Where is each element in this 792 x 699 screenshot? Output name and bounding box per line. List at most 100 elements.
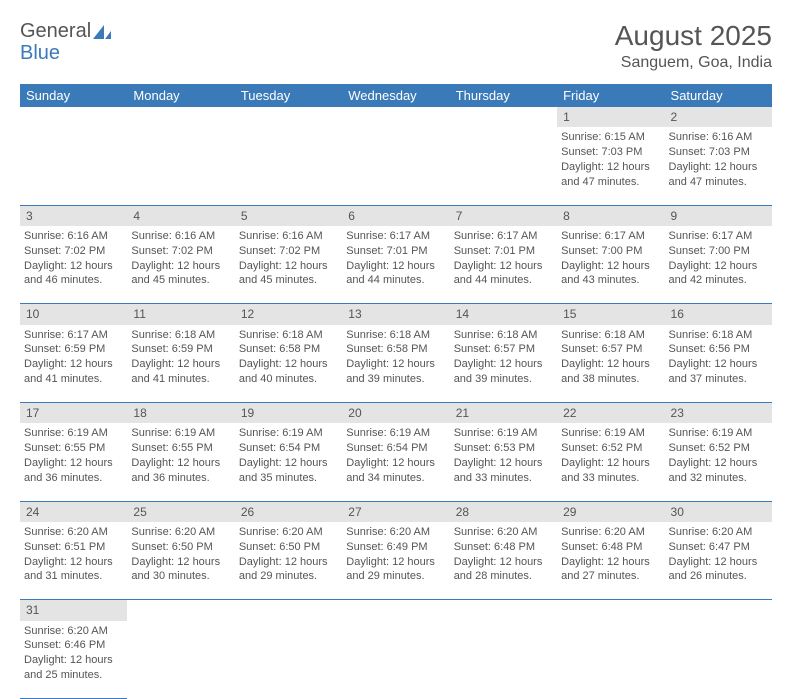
daylight-text: Daylight: 12 hours	[239, 456, 338, 471]
day-number-cell: 18	[127, 403, 234, 424]
sunrise-text: Sunrise: 6:20 AM	[454, 525, 553, 540]
daylight-text: and 25 minutes.	[24, 668, 123, 683]
sunrise-text: Sunrise: 6:17 AM	[669, 229, 768, 244]
daylight-text: and 45 minutes.	[239, 273, 338, 288]
day-number-cell: 16	[665, 304, 772, 325]
month-title: August 2025	[615, 20, 772, 52]
sunset-text: Sunset: 6:59 PM	[24, 342, 123, 357]
daylight-text: Daylight: 12 hours	[131, 357, 230, 372]
day-cell: Sunrise: 6:19 AMSunset: 6:52 PMDaylight:…	[665, 423, 772, 501]
daylight-text: Daylight: 12 hours	[346, 555, 445, 570]
day-cell	[20, 127, 127, 205]
sunset-text: Sunset: 6:55 PM	[24, 441, 123, 456]
sunrise-text: Sunrise: 6:20 AM	[561, 525, 660, 540]
day-cell: Sunrise: 6:16 AMSunset: 7:02 PMDaylight:…	[127, 226, 234, 304]
day-cell: Sunrise: 6:18 AMSunset: 6:58 PMDaylight:…	[342, 325, 449, 403]
weekday-header: Sunday	[20, 84, 127, 107]
sunset-text: Sunset: 6:48 PM	[561, 540, 660, 555]
day-cell	[342, 621, 449, 699]
daylight-text: Daylight: 12 hours	[561, 357, 660, 372]
day-number-cell	[665, 600, 772, 621]
day-number-row: 24252627282930	[20, 501, 772, 522]
logo-text-general: General	[20, 20, 91, 43]
weekday-header: Tuesday	[235, 84, 342, 107]
day-cell: Sunrise: 6:19 AMSunset: 6:55 PMDaylight:…	[127, 423, 234, 501]
daylight-text: and 42 minutes.	[669, 273, 768, 288]
daylight-text: and 44 minutes.	[346, 273, 445, 288]
daylight-text: Daylight: 12 hours	[239, 357, 338, 372]
daylight-text: Daylight: 12 hours	[346, 259, 445, 274]
daylight-text: Daylight: 12 hours	[24, 653, 123, 668]
day-cell	[665, 621, 772, 699]
day-cell	[127, 127, 234, 205]
sunset-text: Sunset: 6:53 PM	[454, 441, 553, 456]
day-cell	[450, 127, 557, 205]
daylight-text: and 45 minutes.	[131, 273, 230, 288]
sail-icon	[93, 25, 111, 39]
day-cell: Sunrise: 6:20 AMSunset: 6:46 PMDaylight:…	[20, 621, 127, 699]
weekday-header: Friday	[557, 84, 664, 107]
day-cell: Sunrise: 6:18 AMSunset: 6:57 PMDaylight:…	[557, 325, 664, 403]
daylight-text: and 47 minutes.	[561, 175, 660, 190]
day-cell: Sunrise: 6:20 AMSunset: 6:51 PMDaylight:…	[20, 522, 127, 600]
day-cell: Sunrise: 6:18 AMSunset: 6:57 PMDaylight:…	[450, 325, 557, 403]
daylight-text: Daylight: 12 hours	[669, 357, 768, 372]
daylight-text: Daylight: 12 hours	[24, 259, 123, 274]
day-content-row: Sunrise: 6:15 AMSunset: 7:03 PMDaylight:…	[20, 127, 772, 205]
day-content-row: Sunrise: 6:19 AM Sunset: 6:55 PM Daylight:…	[20, 423, 772, 501]
day-cell: Sunrise: 6:16 AMSunset: 7:03 PMDaylight:…	[665, 127, 772, 205]
sunset-text: Sunset: 6:57 PM	[561, 342, 660, 357]
daylight-text: and 39 minutes.	[454, 372, 553, 387]
daylight-text: Daylight: 12 hours	[454, 259, 553, 274]
weekday-header-row: SundayMondayTuesdayWednesdayThursdayFrid…	[20, 84, 772, 107]
day-content-row: Sunrise: 6:16 AMSunset: 7:02 PMDaylight:…	[20, 226, 772, 304]
sunset-text: Sunset: 7:02 PM	[131, 244, 230, 259]
day-number-cell: 7	[450, 205, 557, 226]
daylight-text: and 35 minutes.	[239, 471, 338, 486]
sunrise-text: Sunrise: 6:20 AM	[131, 525, 230, 540]
day-number-cell: 30	[665, 501, 772, 522]
calendar-body: 12Sunrise: 6:15 AMSunset: 7:03 PMDayligh…	[20, 107, 772, 699]
sunset-text: Sunset: 6:57 PM	[454, 342, 553, 357]
day-number-cell: 29	[557, 501, 664, 522]
day-number-cell: 13	[342, 304, 449, 325]
sunrise-text: Sunrise: 6:18 AM	[239, 328, 338, 343]
sunrise-text: Sunrise: 6:17 AM	[346, 229, 445, 244]
day-number-cell: 20	[342, 403, 449, 424]
daylight-text: and 32 minutes.	[669, 471, 768, 486]
daylight-text: Daylight: 12 hours	[131, 555, 230, 570]
sunrise-text: Sunrise: 6:18 AM	[131, 328, 230, 343]
location: Sanguem, Goa, India	[615, 54, 772, 72]
daylight-text: Daylight: 12 hours	[669, 456, 768, 471]
daylight-text: and 41 minutes.	[131, 372, 230, 387]
day-cell: Sunrise: 6:17 AMSunset: 6:59 PMDaylight:…	[20, 325, 127, 403]
daylight-text: and 39 minutes.	[346, 372, 445, 387]
daylight-text: and 31 minutes.	[24, 569, 123, 584]
logo-line2: Blue	[20, 42, 60, 65]
day-number-cell: 15	[557, 304, 664, 325]
sunset-text: Sunset: 7:00 PM	[561, 244, 660, 259]
daylight-text: and 33 minutes.	[454, 471, 553, 486]
logo-text-blue: Blue	[20, 42, 60, 64]
day-number-cell	[235, 107, 342, 127]
daylight-text: Daylight: 12 hours	[346, 456, 445, 471]
daylight-text: and 41 minutes.	[24, 372, 123, 387]
day-content-row: Sunrise: 6:20 AMSunset: 6:46 PMDaylight:…	[20, 621, 772, 699]
sunset-text: Sunset: 6:50 PM	[239, 540, 338, 555]
sunrise-text: Sunrise: 6:18 AM	[346, 328, 445, 343]
day-cell: Sunrise: 6:17 AMSunset: 7:00 PMDaylight:…	[557, 226, 664, 304]
day-number-cell: 25	[127, 501, 234, 522]
sunrise-text: Sunrise: 6:19 AM	[346, 426, 445, 441]
day-number-row: 3456789	[20, 205, 772, 226]
daylight-text: Daylight: 12 hours	[561, 259, 660, 274]
sunrise-text: Sunrise: 6:18 AM	[454, 328, 553, 343]
daylight-text: and 47 minutes.	[669, 175, 768, 190]
sunset-text: Sunset: 6:47 PM	[669, 540, 768, 555]
day-number-cell	[450, 600, 557, 621]
day-number-cell	[342, 600, 449, 621]
daylight-text: Daylight: 12 hours	[239, 555, 338, 570]
sunrise-text: Sunrise: 6:20 AM	[239, 525, 338, 540]
day-cell	[235, 621, 342, 699]
daylight-text: and 40 minutes.	[239, 372, 338, 387]
day-cell	[557, 621, 664, 699]
